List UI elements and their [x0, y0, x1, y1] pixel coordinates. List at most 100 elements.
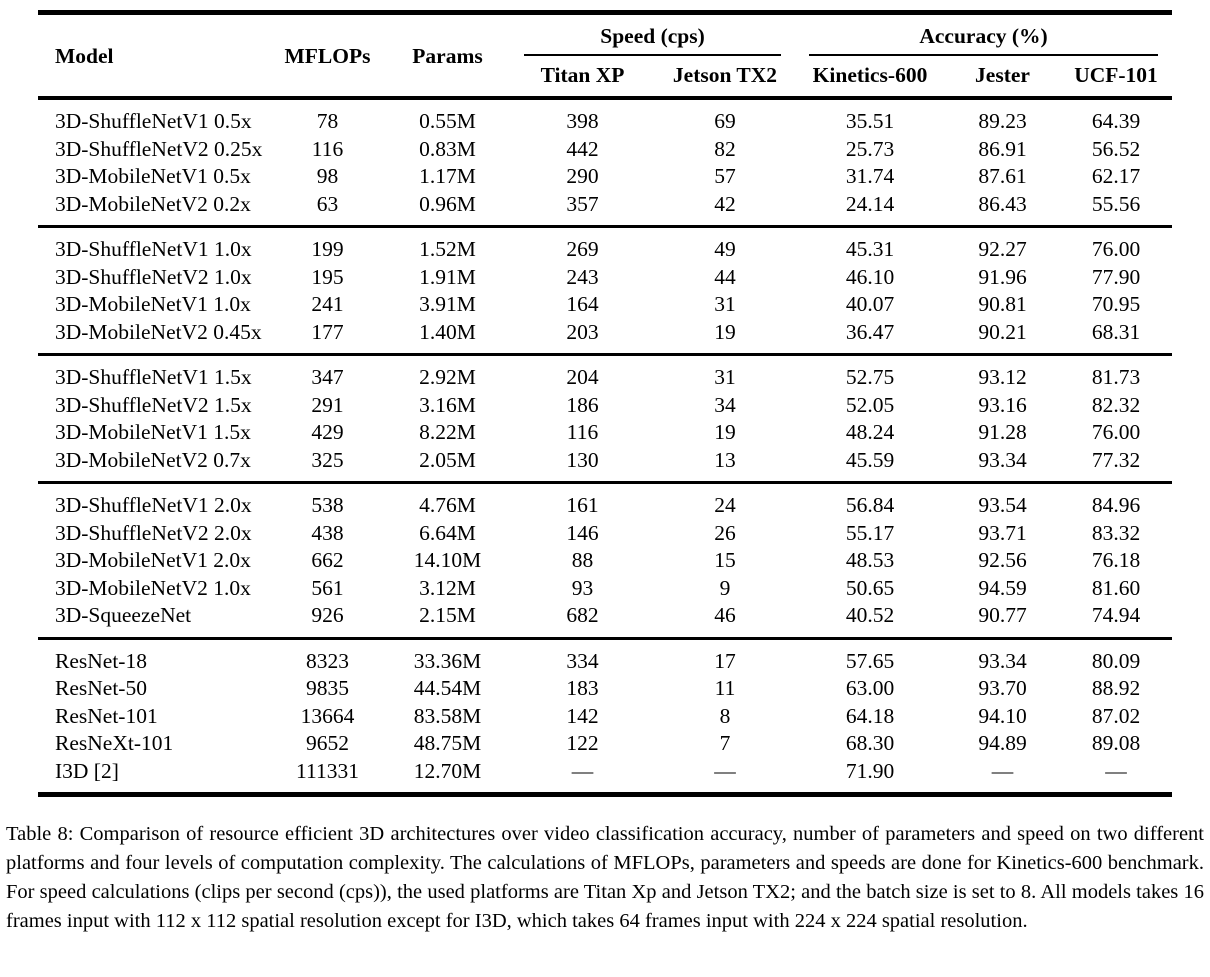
cell-acc-ucf-101: 76.00	[1091, 237, 1141, 261]
column-header-titan-xp: Titan XP	[540, 63, 625, 87]
column-header-model: Model	[55, 43, 114, 68]
cell-speed-jetson-tx2: 49	[714, 237, 736, 261]
cell-mflops: 241	[311, 292, 344, 316]
cell-speed-titan-xp: 183	[566, 676, 599, 700]
cell-speed-jetson-tx2: 24	[714, 493, 736, 517]
cell-mflops: 78	[316, 109, 339, 133]
cell-model: 3D-ShuffleNetV2 1.5x	[55, 392, 252, 417]
cell-acc-kinetics-600: 40.07	[845, 292, 895, 316]
cell-speed-jetson-tx2: 42	[714, 191, 736, 216]
cell-mflops: 561	[311, 575, 344, 600]
cell-acc-ucf-101: 82.32	[1091, 392, 1141, 417]
cell-mflops: 98	[316, 164, 339, 188]
column-header-params: Params	[412, 43, 483, 68]
cell-acc-ucf-101: 56.52	[1091, 136, 1141, 161]
cell-speed-titan-xp: 88	[571, 548, 594, 572]
cell-params: 0.83M	[419, 136, 476, 161]
cell-acc-kinetics-600: 63.00	[845, 676, 895, 700]
table-row: 3D-MobileNetV2 0.45x 177 1.40M 203 19 36.47 90…	[38, 318, 1172, 355]
column-header-jester: Jester	[975, 63, 1030, 87]
cell-params: 2.92M	[419, 365, 476, 389]
table-row: 3D-SqueezeNet 926 2.15M 682 46 40.52 90.77 74.9…	[38, 602, 1172, 639]
table-row: 3D-ShuffleNetV1 0.5x 78 0.55M 398 69 35.51 89.…	[38, 98, 1172, 135]
cell-params: 8.22M	[419, 420, 476, 444]
table-row: ResNet-18 8323 33.36M 334 17 57.65 93.34 80.09	[38, 638, 1172, 675]
table-row: 3D-MobileNetV1 1.5x 429 8.22M 116 19 48.24 91.…	[38, 419, 1172, 447]
cell-acc-ucf-101: 77.90	[1091, 264, 1141, 289]
cell-acc-kinetics-600: 25.73	[845, 136, 895, 161]
cell-acc-ucf-101: 77.32	[1091, 447, 1141, 472]
cell-acc-kinetics-600: 45.31	[845, 237, 895, 261]
table-row: ResNeXt-101 9652 48.75M 122 7 68.30 94.89 89.08	[38, 730, 1172, 758]
cell-params: 1.17M	[419, 164, 476, 188]
cell-model: 3D-MobileNetV1 0.5x	[55, 164, 251, 188]
cell-acc-jester: 94.89	[978, 731, 1027, 755]
cell-acc-kinetics-600: 68.30	[845, 731, 895, 755]
cell-acc-jester: 90.81	[978, 292, 1027, 316]
cell-acc-ucf-101: 55.56	[1091, 191, 1141, 216]
cell-model: ResNet-101	[55, 703, 158, 728]
cell-speed-jetson-tx2: 19	[714, 420, 736, 444]
cell-acc-jester: 86.91	[978, 136, 1027, 161]
cell-mflops: 116	[311, 136, 344, 161]
cell-model: ResNet-50	[55, 676, 147, 700]
table-row: 3D-MobileNetV2 0.2x 63 0.96M 357 42 24.14 86.4…	[38, 190, 1172, 227]
cell-acc-kinetics-600: 31.74	[845, 164, 895, 188]
cell-speed-titan-xp: 243	[566, 264, 599, 289]
table-row: 3D-MobileNetV1 1.0x 241 3.91M 164 31 40.07 90.…	[38, 291, 1172, 319]
model-group-2: 3D-ShuffleNetV1 1.0x 199 1.52M 269 49 45.31 92…	[38, 226, 1173, 355]
cell-acc-ucf-101: 81.60	[1091, 575, 1141, 600]
model-group-5: ResNet-18 8323 33.36M 334 17 57.65 93.34 80.09 R…	[38, 638, 1173, 795]
cell-speed-jetson-tx2: 69	[714, 109, 736, 133]
cell-mflops: 111331	[296, 758, 359, 783]
cell-mflops: 538	[311, 493, 344, 517]
cell-acc-kinetics-600: 52.05	[845, 392, 895, 417]
table-row: 3D-ShuffleNetV2 1.5x 291 3.16M 186 34 52.05 93…	[38, 391, 1172, 419]
cell-acc-ucf-101: 83.32	[1091, 520, 1141, 545]
table-row: 3D-MobileNetV1 0.5x 98 1.17M 290 57 31.74 87.6…	[38, 163, 1172, 191]
column-header-ucf-101: UCF-101	[1074, 63, 1158, 87]
table-row: ResNet-101 13664 83.58M 142 8 64.18 94.10 87.02	[38, 702, 1172, 730]
cell-speed-titan-xp: 357	[566, 191, 599, 216]
cell-acc-jester: 93.70	[978, 676, 1027, 700]
cell-params: 3.91M	[419, 292, 476, 316]
cell-acc-kinetics-600: 36.47	[845, 319, 895, 344]
cell-speed-jetson-tx2: 9	[719, 575, 731, 600]
cell-speed-titan-xp: 682	[566, 603, 599, 627]
cell-speed-titan-xp: 161	[566, 493, 599, 517]
cell-acc-ucf-101: 76.18	[1091, 548, 1141, 572]
table-row: 3D-ShuffleNetV2 1.0x 195 1.91M 243 44 46.10 91…	[38, 263, 1172, 291]
cell-model: 3D-MobileNetV1 2.0x	[55, 548, 251, 572]
cell-params: 48.75M	[413, 731, 482, 755]
cell-speed-titan-xp: 204	[566, 365, 599, 389]
cell-params: 33.36M	[413, 648, 482, 673]
cell-acc-ucf-101: 80.09	[1091, 648, 1141, 673]
cell-model: 3D-MobileNetV2 0.2x	[55, 191, 251, 216]
cell-mflops: 199	[311, 237, 344, 261]
table-container: Model MFLOPs Params Speed (cps) Accuracy…	[38, 10, 1173, 797]
table-row: 3D-MobileNetV2 1.0x 561 3.12M 93 9 50.65 94.59…	[38, 574, 1172, 602]
cell-params: 6.64M	[419, 520, 476, 545]
cell-acc-kinetics-600: 56.84	[845, 493, 895, 517]
cell-params: 4.76M	[419, 493, 476, 517]
cell-mflops: 325	[311, 447, 344, 472]
cell-speed-jetson-tx2: 8	[719, 703, 731, 728]
cell-acc-jester: 90.77	[978, 603, 1027, 627]
cell-acc-ucf-101: 81.73	[1091, 365, 1141, 389]
cell-speed-jetson-tx2: 13	[714, 447, 736, 472]
cell-speed-titan-xp: 142	[566, 703, 599, 728]
cell-speed-jetson-tx2: 26	[714, 520, 736, 545]
cell-params: 2.05M	[419, 447, 476, 472]
cell-params: 1.40M	[419, 319, 476, 344]
cell-speed-titan-xp: 130	[566, 447, 599, 472]
cell-acc-jester: 86.43	[978, 191, 1027, 216]
cell-acc-ucf-101: 89.08	[1091, 731, 1141, 755]
cell-acc-ucf-101: 84.96	[1091, 493, 1141, 517]
cell-speed-jetson-tx2: 31	[714, 365, 736, 389]
cell-acc-ucf-101: —	[1105, 758, 1127, 783]
cell-model: 3D-SqueezeNet	[55, 603, 192, 627]
cell-acc-jester: 93.34	[978, 447, 1027, 472]
cell-acc-jester: 93.16	[978, 392, 1027, 417]
cell-speed-titan-xp: 186	[566, 392, 599, 417]
cell-model: 3D-MobileNetV2 0.7x	[55, 447, 251, 472]
